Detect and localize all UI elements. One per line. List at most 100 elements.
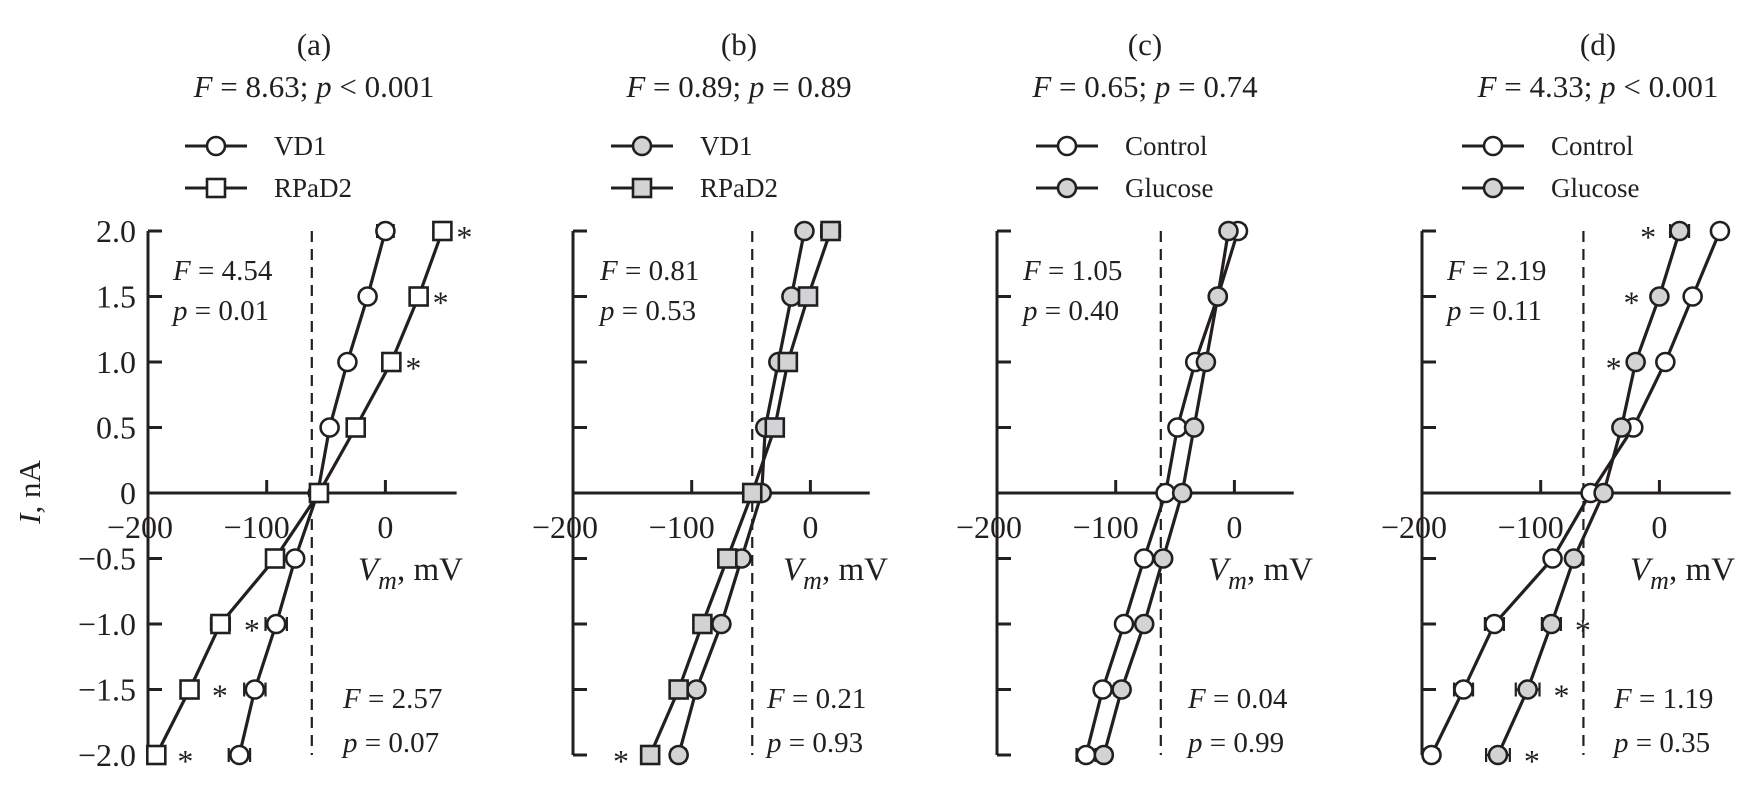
data-point-vd1-circle xyxy=(319,417,340,438)
y-axis-unit: , nA xyxy=(12,460,47,514)
inset-bottom-p: p = 0.99 xyxy=(1186,727,1284,759)
data-point-vd1-circle xyxy=(229,744,250,766)
data-point-rpad2-square xyxy=(820,220,841,242)
x-axis-label: Vm, mV xyxy=(783,552,888,595)
stat-f-value: = 2.19 xyxy=(1465,255,1547,287)
data-point-glucose-circle xyxy=(1625,351,1646,373)
inset-bottom-f: F = 1.19 xyxy=(1613,683,1713,715)
data-point-vd1-circle xyxy=(265,613,287,635)
legend-label: VD1 xyxy=(274,131,327,161)
legend-label: Control xyxy=(1551,131,1634,161)
inset-top-f: F = 0.81 xyxy=(599,255,699,287)
data-point-glucose-circle xyxy=(1649,286,1670,307)
data-point-rpad2-square xyxy=(264,548,286,569)
stat-p-value: < 0.001 xyxy=(1616,69,1719,104)
data-point-vd1-circle xyxy=(686,679,707,700)
panel-label: (d) xyxy=(1580,27,1616,62)
data-point-vd1-circle xyxy=(668,744,689,766)
inset-top-p: p = 0.53 xyxy=(598,295,696,327)
stat-p-symbol: p xyxy=(1153,69,1171,104)
x-tick-label: −200 xyxy=(532,509,598,545)
stat-p-symbol: p xyxy=(1186,727,1203,759)
stat-p-symbol: p xyxy=(1445,295,1462,327)
significance-star: * xyxy=(456,219,472,255)
panel-label: (c) xyxy=(1128,27,1162,62)
inset-bottom-f: F = 0.21 xyxy=(766,683,866,715)
data-point-vd1-circle xyxy=(284,548,306,569)
data-point-rpad2-square xyxy=(345,417,367,438)
panel-stats: F = 4.33; p < 0.001 xyxy=(1477,69,1719,104)
data-point-glucose-circle xyxy=(1517,679,1538,700)
x-tick-label: 0 xyxy=(377,509,393,545)
panel-stats: F = 8.63; p < 0.001 xyxy=(193,69,435,104)
x-axis-unit: , mV xyxy=(1669,552,1735,588)
significance-star: * xyxy=(1640,219,1656,255)
x-tick-label: 0 xyxy=(1651,509,1667,545)
stat-f-symbol: F xyxy=(193,69,214,104)
data-point-glucose-circle xyxy=(1593,482,1614,504)
data-point-glucose-circle xyxy=(1171,482,1193,504)
legend-marker-circle xyxy=(1056,177,1078,199)
inset-top-p: p = 0.11 xyxy=(1445,295,1542,327)
data-point-control-circle xyxy=(1453,679,1474,700)
data-point-control-circle xyxy=(1133,548,1155,569)
y-axis-var: I xyxy=(12,512,47,525)
stat-f-value: = 1.19 xyxy=(1632,683,1714,715)
data-point-control-circle xyxy=(1542,548,1563,569)
data-point-glucose-circle xyxy=(1195,351,1217,373)
y-tick-label: 0 xyxy=(120,475,136,511)
legend-marker-square xyxy=(631,177,653,199)
data-point-control-circle xyxy=(1155,482,1176,504)
significance-star: * xyxy=(1623,285,1639,321)
stat-f-symbol: F xyxy=(1446,255,1465,287)
data-point-rpad2-square xyxy=(692,613,713,635)
legend-label: Glucose xyxy=(1551,173,1639,203)
data-point-rpad2-square xyxy=(764,417,786,438)
stat-f-value: = 0.65; xyxy=(1051,69,1155,104)
stat-p-value: = 0.89 xyxy=(764,69,851,104)
x-axis-sub: m xyxy=(1228,566,1247,595)
x-axis-var: V xyxy=(1208,552,1232,588)
stat-p-value: = 0.74 xyxy=(1170,69,1258,104)
stat-f-symbol: F xyxy=(1187,683,1206,715)
significance-star: * xyxy=(1554,678,1570,714)
stat-f-symbol: F xyxy=(1613,683,1632,715)
panel-label: (b) xyxy=(721,27,757,62)
panel-c: (c) F = 0.65; p = 0.74 Control Glucose −200 −… xyxy=(956,27,1313,766)
data-point-glucose-circle xyxy=(1183,417,1205,438)
data-point-rpad2-square xyxy=(432,220,453,242)
data-point-vd1-circle xyxy=(244,679,266,700)
stat-f-value: = 4.33; xyxy=(1497,69,1601,104)
x-tick-label: −100 xyxy=(1498,509,1564,545)
data-point-glucose-circle xyxy=(1541,613,1562,635)
data-point-control-circle xyxy=(1092,679,1113,700)
inset-bottom-p: p = 0.93 xyxy=(765,727,863,759)
significance-star: * xyxy=(212,678,228,714)
stat-f-symbol: F xyxy=(1477,69,1498,104)
panel-stats: F = 0.65; p = 0.74 xyxy=(1031,69,1258,104)
x-axis-unit: , mV xyxy=(397,552,463,588)
inset-top-f: F = 1.05 xyxy=(1022,255,1122,287)
x-axis-label: Vm, mV xyxy=(358,552,463,595)
inset-top-p: p = 0.40 xyxy=(1021,295,1119,327)
data-point-rpad2-square xyxy=(179,679,200,700)
data-point-control-circle xyxy=(1484,613,1505,635)
stat-p-value: = 0.07 xyxy=(358,727,440,759)
stat-p-value: = 0.93 xyxy=(782,727,864,759)
data-point-glucose-circle xyxy=(1563,548,1585,569)
x-tick-label: 0 xyxy=(1226,509,1242,545)
significance-star: * xyxy=(405,350,421,386)
stat-f-symbol: F xyxy=(599,255,618,287)
data-point-rpad2-square xyxy=(639,744,661,766)
data-point-control-circle xyxy=(1709,220,1731,242)
stat-f-value: = 1.05 xyxy=(1041,255,1123,287)
x-tick-label: −200 xyxy=(1381,509,1447,545)
x-tick-label: −200 xyxy=(107,509,173,545)
legend-label: RPaD2 xyxy=(274,173,352,203)
y-tick-label: 2.0 xyxy=(96,213,136,249)
y-tick-label: −1.0 xyxy=(78,606,136,642)
legend-marker-circle xyxy=(1482,177,1504,199)
x-tick-label: −100 xyxy=(649,509,715,545)
stat-p-symbol: p xyxy=(171,295,188,327)
